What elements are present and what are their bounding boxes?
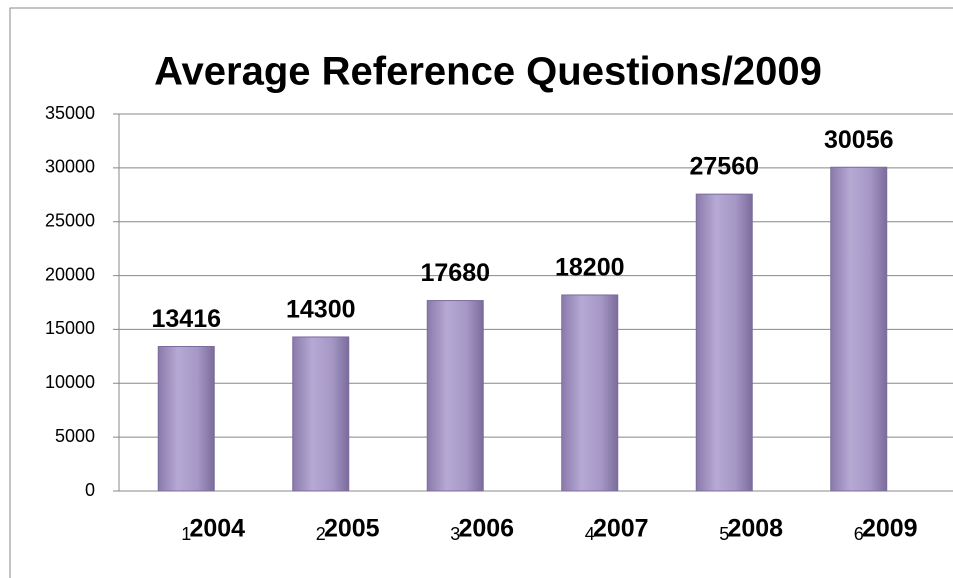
y-tick-label: 0 <box>85 480 95 500</box>
y-tick-label: 20000 <box>45 264 95 284</box>
y-tick-label: 25000 <box>45 210 95 230</box>
bar <box>695 193 753 492</box>
bar <box>292 336 350 492</box>
x-tick-label: 2 <box>316 524 326 544</box>
data-label: 18200 <box>555 254 625 282</box>
year-label: 2006 <box>458 515 514 543</box>
x-tick-label: 1 <box>181 524 191 544</box>
year-label: 2007 <box>593 515 649 543</box>
data-label: 17680 <box>420 259 490 287</box>
chart-title: Average Reference Questions/2009 <box>154 50 822 94</box>
year-label: 2008 <box>727 515 783 543</box>
x-tick-label: 3 <box>450 524 460 544</box>
y-tick-label: 10000 <box>45 372 95 392</box>
bar <box>426 300 484 492</box>
y-tick-label: 30000 <box>45 157 95 177</box>
y-tick-label: 35000 <box>45 103 95 123</box>
bar <box>157 345 215 492</box>
year-label: 2004 <box>189 515 245 543</box>
chart-frame <box>9 7 953 578</box>
x-tick-label: 6 <box>854 524 864 544</box>
y-tick-label: 15000 <box>45 318 95 338</box>
data-label: 13416 <box>151 305 221 333</box>
year-label: 2009 <box>862 515 918 543</box>
x-tick-label: 4 <box>585 524 595 544</box>
data-label: 27560 <box>689 153 759 181</box>
data-label: 14300 <box>286 296 356 324</box>
year-label: 2005 <box>324 515 380 543</box>
data-label: 30056 <box>824 126 894 154</box>
x-tick-label: 5 <box>719 524 729 544</box>
bar <box>561 294 619 492</box>
y-tick-label: 5000 <box>55 426 95 446</box>
bar <box>830 166 888 492</box>
